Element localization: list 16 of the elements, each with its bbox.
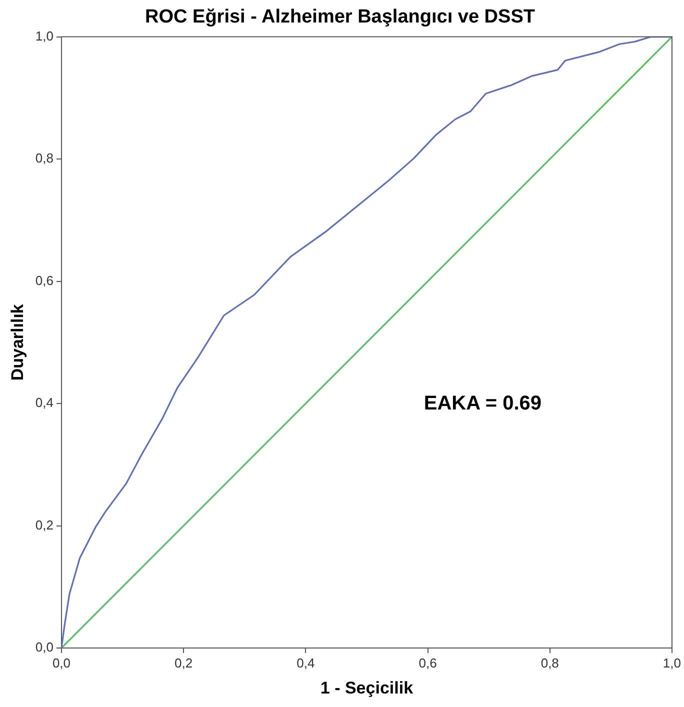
annotation: EAKA = 0.69 — [424, 392, 542, 415]
y-tick-label: 0,6 — [35, 272, 54, 288]
x-tick-label: 0,0 — [52, 655, 71, 670]
x-axis-title: 1 - Seçicilik — [320, 678, 414, 698]
y-tick-label: 0,2 — [35, 517, 54, 532]
x-tick-label: 1,0 — [662, 655, 682, 670]
x-tick-label: 0,6 — [418, 655, 437, 670]
chart-title: ROC Eğrisi - Alzheimer Başlangıcı ve DSST — [145, 6, 536, 28]
y-tick-label: 0,4 — [35, 395, 54, 410]
x-tick-label: 0,2 — [174, 655, 193, 670]
y-axis-title: Duyarlılık — [8, 304, 27, 381]
x-tick-label: 0,8 — [540, 655, 559, 670]
x-tick-label: 0,4 — [296, 655, 315, 670]
y-tick-label: 0,8 — [35, 150, 54, 166]
y-tick-label: 0,0 — [35, 640, 54, 655]
y-tick-label: 1,0 — [35, 28, 54, 44]
